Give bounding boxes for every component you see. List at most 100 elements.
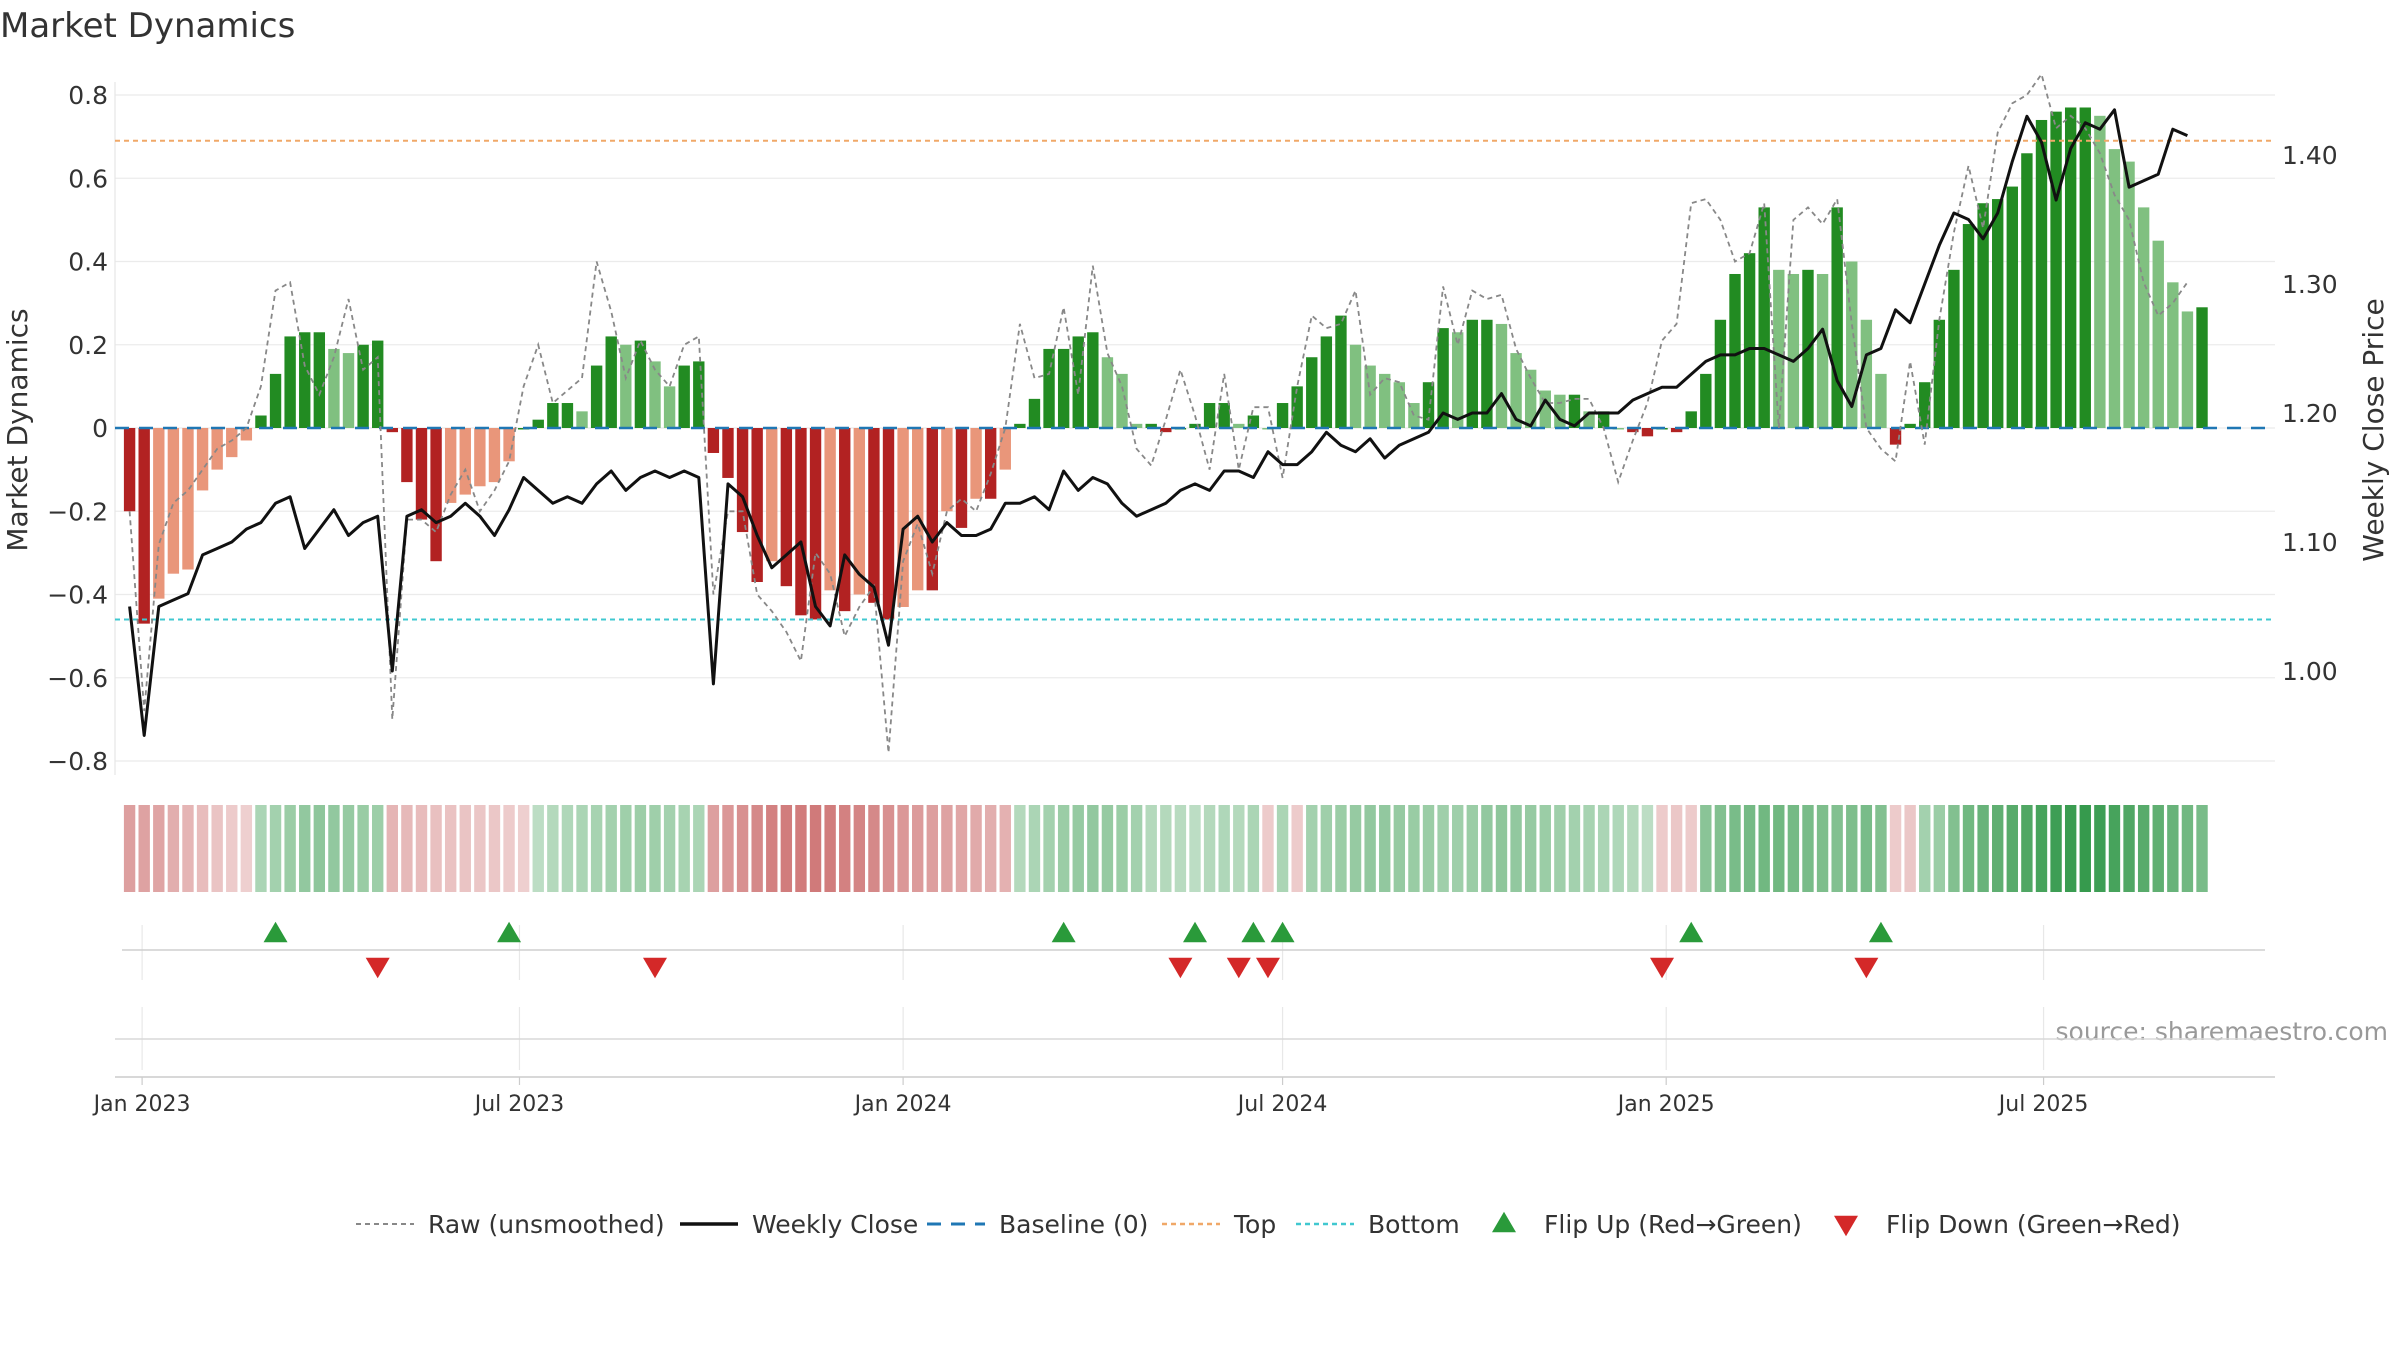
raw-series bbox=[128, 72, 2189, 753]
dynamics-bar bbox=[1160, 428, 1172, 433]
dynamics-bar bbox=[1145, 423, 1157, 428]
dynamics-bar bbox=[313, 332, 326, 428]
heat-cell bbox=[1145, 805, 1157, 892]
heat-cell bbox=[839, 805, 851, 892]
heat-cell bbox=[1291, 805, 1303, 892]
heat-cell bbox=[1875, 805, 1887, 892]
dynamics-bar bbox=[2094, 115, 2106, 428]
dynamics-bar bbox=[1130, 423, 1143, 428]
heat-cell bbox=[1057, 805, 1070, 892]
heat-cell bbox=[342, 805, 355, 892]
heat-cell bbox=[1524, 805, 1537, 892]
heat-cell bbox=[853, 805, 866, 892]
heat-cell bbox=[1130, 805, 1143, 892]
heat-cell bbox=[1218, 805, 1230, 892]
heat-cell bbox=[941, 805, 953, 892]
heat-cell bbox=[926, 805, 938, 892]
dynamics-bar bbox=[824, 428, 836, 591]
heat-cell bbox=[999, 805, 1011, 892]
heat-cell bbox=[211, 805, 223, 892]
weekly-close-series bbox=[128, 108, 2189, 737]
heat-cell bbox=[153, 805, 165, 892]
heat-cell bbox=[357, 805, 369, 892]
dynamics-bar bbox=[167, 428, 180, 574]
heat-cell bbox=[634, 805, 647, 892]
dynamics-bar bbox=[561, 403, 574, 428]
heat-cell bbox=[1116, 805, 1128, 892]
heat-cell bbox=[2167, 805, 2179, 892]
heat-cell bbox=[1320, 805, 1333, 892]
heat-cell bbox=[1977, 805, 1989, 892]
heat-cell bbox=[1379, 805, 1391, 892]
heat-cell bbox=[766, 805, 778, 892]
heat-cell bbox=[2196, 805, 2208, 892]
heat-cell bbox=[1919, 805, 1931, 892]
dynamics-bar bbox=[2021, 153, 2033, 428]
dynamics-bar bbox=[984, 428, 997, 499]
heat-cell bbox=[809, 805, 822, 892]
flip-up-marker bbox=[1183, 921, 1207, 943]
heat-cell bbox=[1437, 805, 1449, 892]
dynamics-bar bbox=[1904, 423, 1916, 428]
heat-cell bbox=[196, 805, 209, 892]
heat-cell bbox=[2079, 805, 2091, 892]
dynamics-bar bbox=[2196, 307, 2208, 428]
heat-cell bbox=[2021, 805, 2033, 892]
heat-cell bbox=[1174, 805, 1187, 892]
dynamics-bar bbox=[123, 428, 136, 512]
dynamics-bar bbox=[1408, 403, 1420, 428]
heat-cell bbox=[1554, 805, 1566, 892]
dynamics-bar bbox=[1466, 319, 1478, 428]
heat-cell bbox=[1510, 805, 1522, 892]
heat-cell bbox=[561, 805, 574, 892]
dynamics-bar bbox=[999, 428, 1011, 470]
dynamics-bar bbox=[1729, 273, 1741, 428]
heat-cell bbox=[1233, 805, 1245, 892]
heat-cell bbox=[182, 805, 194, 892]
heat-cell bbox=[1641, 805, 1654, 892]
heat-cell bbox=[824, 805, 836, 892]
dynamics-bar bbox=[2137, 207, 2150, 428]
heat-cell bbox=[1933, 805, 1946, 892]
heat-cell bbox=[1685, 805, 1697, 892]
heat-cell bbox=[313, 805, 326, 892]
heat-cell bbox=[2064, 805, 2077, 892]
y-axis-label-right: Weekly Close Price bbox=[2357, 298, 2390, 561]
dynamics-bar bbox=[226, 428, 238, 458]
flip-down-marker bbox=[1255, 957, 1280, 979]
dynamics-bar bbox=[1889, 428, 1902, 445]
heat-cell bbox=[503, 805, 515, 892]
heat-cell bbox=[1700, 805, 1712, 892]
heat-cell bbox=[1670, 805, 1683, 892]
heat-cell bbox=[459, 805, 471, 892]
heat-cell bbox=[1101, 805, 1114, 892]
dynamics-bar bbox=[926, 428, 938, 591]
heat-cell bbox=[620, 805, 632, 892]
dynamics-bar bbox=[1481, 319, 1493, 428]
heat-cell bbox=[984, 805, 997, 892]
dynamics-bar bbox=[2079, 107, 2091, 429]
dynamics-bar bbox=[1524, 369, 1537, 428]
dynamics-bar bbox=[1568, 394, 1581, 428]
flip-up-marker bbox=[1270, 921, 1295, 943]
heat-cell bbox=[1787, 805, 1800, 892]
x-tick-label: Jan 2023 bbox=[92, 1092, 191, 1117]
heat-cell bbox=[795, 805, 807, 892]
heat-cell bbox=[123, 805, 136, 892]
legend-top-label: Top bbox=[1233, 1210, 1276, 1239]
axis-ticks: 0.8 0.6 0.4 0.2 0 −0.2 −0.4 −0.6 −0.8 1.40 1.30 1.2… bbox=[47, 81, 2337, 1117]
heat-strip bbox=[123, 805, 2208, 892]
heat-cell bbox=[1306, 805, 1318, 892]
heat-cell bbox=[663, 805, 676, 892]
y-tick-label: 0.8 bbox=[68, 81, 108, 110]
y-tick-label: −0.4 bbox=[47, 581, 108, 610]
dynamics-bar bbox=[1977, 203, 1989, 428]
y-tick-label: 0.2 bbox=[68, 331, 108, 360]
heat-cell bbox=[1262, 805, 1274, 892]
heat-cell bbox=[2137, 805, 2150, 892]
heat-cell bbox=[1889, 805, 1902, 892]
flip-markers bbox=[263, 921, 1893, 979]
dynamics-bar bbox=[138, 428, 150, 624]
heat-cell bbox=[2006, 805, 2018, 892]
